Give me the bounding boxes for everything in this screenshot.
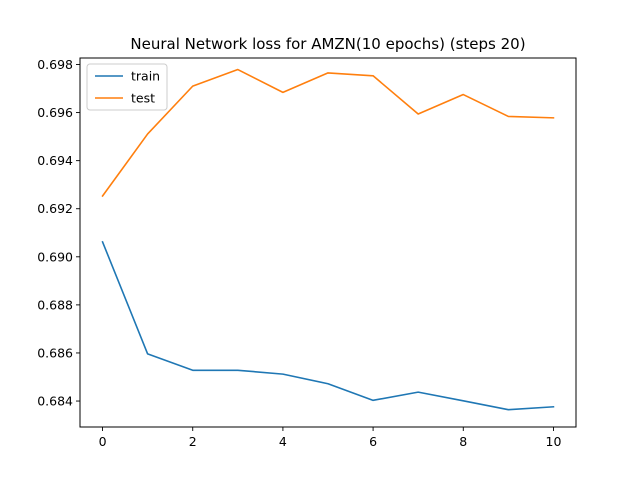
y-tick-label: 0.694 — [37, 153, 73, 168]
x-tick-label: 10 — [546, 434, 562, 449]
x-tick-label: 6 — [369, 434, 377, 449]
plot-frame — [79, 57, 577, 428]
series-layer — [101, 68, 555, 411]
y-tick-label: 0.686 — [37, 345, 73, 360]
series-line-train — [101, 240, 555, 411]
y-tick-label: 0.698 — [37, 57, 73, 72]
legend: train test — [86, 63, 168, 111]
x-tick-label: 4 — [279, 434, 287, 449]
series-line-test — [101, 68, 555, 198]
y-tick-label: 0.684 — [37, 394, 73, 409]
axis-layer: 0 2 4 6 8 10 0.684 0.686 0.688 0.690 0.692 0.694 0.6… — [37, 57, 561, 449]
x-tick-label: 2 — [189, 434, 197, 449]
legend-label-test: test — [131, 91, 155, 106]
y-tick-label: 0.688 — [37, 297, 73, 312]
legend-label-train: train — [131, 69, 160, 84]
y-tick-label: 0.696 — [37, 105, 73, 120]
x-tick-label: 0 — [99, 434, 107, 449]
y-tick-label: 0.690 — [37, 249, 73, 264]
x-tick-label: 8 — [459, 434, 467, 449]
chart-title: Neural Network loss for AMZN(10 epochs) … — [130, 35, 525, 53]
y-tick-label: 0.692 — [37, 201, 73, 216]
